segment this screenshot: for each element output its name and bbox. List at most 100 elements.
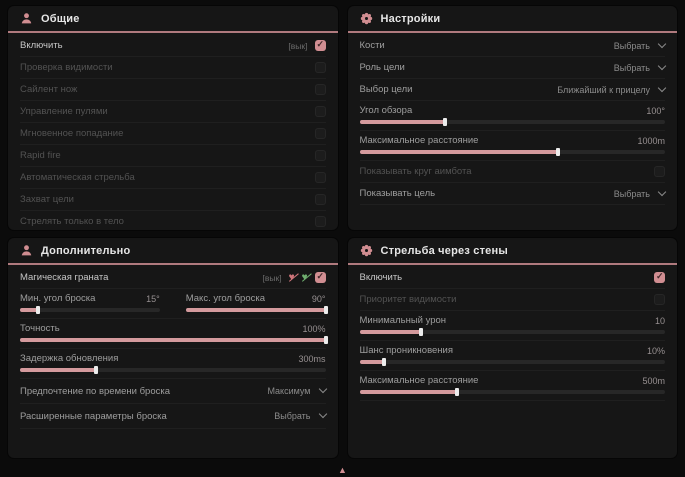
row-bullet-control: Управление пулями: [20, 101, 326, 123]
max-distance-slider[interactable]: [359, 148, 665, 156]
row-max-distance: Максимальное расстояние 1000m: [359, 131, 665, 161]
row-label: Управление пулями: [20, 106, 108, 117]
hotkey-state-label: [вык]: [262, 272, 282, 283]
slider-value: 15°: [146, 293, 160, 304]
gear-icon: [360, 244, 373, 257]
bullet-control-checkbox[interactable]: [314, 106, 326, 117]
row-instant-hit: Мгновенное попадание: [20, 123, 326, 145]
slider-handle[interactable]: [94, 366, 99, 374]
slider-handle[interactable]: [418, 328, 423, 336]
row-label: Включить: [20, 40, 63, 51]
row-label: Расширенные параметры броска: [20, 410, 167, 422]
row-label: Захват цели: [20, 194, 74, 205]
bones-select[interactable]: Выбрать: [613, 39, 667, 51]
auto-fire-checkbox[interactable]: [314, 172, 326, 183]
update-delay-slider[interactable]: [20, 366, 326, 374]
row-label: Приоритет видимости: [359, 294, 457, 305]
panel-wallbang-header: Стрельба через стены: [347, 238, 677, 265]
body-only-checkbox[interactable]: [314, 216, 326, 227]
max-throw-angle-slider[interactable]: [185, 306, 328, 314]
enable-checkbox[interactable]: [314, 39, 326, 51]
select-value: Ближайший к прицелу: [557, 84, 650, 95]
slider-label: Точность: [20, 323, 60, 334]
slider-label: Макс. угол броска: [185, 293, 266, 304]
slider-handle[interactable]: [556, 148, 561, 156]
wall-max-distance-slider[interactable]: [359, 388, 665, 396]
scroll-up-icon[interactable]: ▲: [338, 465, 347, 475]
target-lock-checkbox[interactable]: [314, 194, 326, 205]
slider-value: 90°: [311, 293, 326, 304]
panel-advanced-body: Магическая граната [вык] ♥ ♥ Мин. угол б…: [8, 265, 338, 435]
visibility-check-checkbox[interactable]: [314, 62, 326, 73]
row-target-choice: Выбор цели Ближайший к прицелу: [359, 79, 667, 101]
row-visibility-priority: Приоритет видимости: [359, 289, 665, 311]
visibility-priority-checkbox[interactable]: [654, 294, 665, 305]
min-damage-slider[interactable]: [359, 328, 665, 336]
panel-general-body: Включить [вык] Проверка видимости Сайлен…: [8, 33, 338, 230]
hotkey-state-label: [вык]: [288, 40, 308, 51]
row-wallbang-enable: Включить: [359, 267, 665, 289]
slider-label: Максимальное расстояние: [359, 375, 479, 386]
row-update-delay: Задержка обновления 300ms: [20, 349, 326, 379]
wallbang-enable-checkbox[interactable]: [654, 271, 665, 283]
row-body-only: Стрелять только в тело: [20, 211, 326, 230]
throw-time-preference-select[interactable]: Максимум: [267, 384, 327, 396]
chevron-down-icon: [657, 61, 667, 70]
panel-settings: Настройки Кости Выбрать Роль цели Выбрат…: [347, 6, 677, 230]
row-accuracy: Точность 100%: [20, 319, 328, 349]
row-wall-max-distance: Максимальное расстояние 500m: [359, 371, 665, 401]
advanced-throw-params-select[interactable]: Выбрать: [274, 409, 327, 421]
accuracy-slider[interactable]: [20, 336, 328, 344]
show-target-select[interactable]: Выбрать: [614, 187, 667, 199]
row-fov: Угол обзора 100°: [359, 101, 665, 131]
target-role-select[interactable]: Выбрать: [614, 61, 667, 73]
heart-crossed-pink-icon[interactable]: ♥: [288, 271, 295, 283]
row-magic-grenade: Магическая граната [вык] ♥ ♥: [20, 267, 326, 289]
slider-value: 10%: [646, 345, 665, 356]
panel-advanced: Дополнительно Магическая граната [вык] ♥…: [8, 238, 338, 458]
person-icon: [20, 12, 33, 25]
penetration-chance-slider[interactable]: [359, 358, 665, 366]
instant-hit-checkbox[interactable]: [314, 128, 326, 139]
chevron-down-icon: [657, 187, 667, 196]
panel-wallbang: Стрельба через стены Включить Приоритет …: [347, 238, 677, 458]
slider-handle[interactable]: [443, 118, 448, 126]
row-visibility-check: Проверка видимости: [20, 57, 326, 79]
row-auto-fire: Автоматическая стрельба: [20, 167, 326, 189]
row-label: Мгновенное попадание: [20, 128, 124, 139]
slider-label: Мин. угол броска: [20, 293, 96, 304]
chevron-down-icon: [318, 409, 327, 419]
gear-icon: [360, 12, 373, 25]
slider-value: 100°: [646, 105, 665, 116]
panel-title: Общие: [41, 12, 80, 25]
row-target-lock: Захват цели: [20, 189, 326, 211]
row-label: Роль цели: [359, 62, 405, 73]
select-value: Выбрать: [274, 411, 311, 421]
slider-handle[interactable]: [381, 358, 386, 366]
slider-handle[interactable]: [323, 336, 328, 344]
slider-handle[interactable]: [323, 306, 328, 314]
row-penetration-chance: Шанс проникновения 10%: [359, 341, 665, 371]
select-value: Выбрать: [613, 40, 650, 51]
rapid-fire-checkbox[interactable]: [314, 150, 326, 161]
row-label: Кости: [359, 40, 385, 51]
magic-grenade-checkbox[interactable]: [314, 271, 326, 283]
panel-title: Настройки: [380, 12, 441, 25]
show-aimbot-circle-checkbox[interactable]: [654, 166, 665, 177]
row-advanced-throw-params: Расширенные параметры броска Выбрать: [20, 404, 327, 429]
slider-handle[interactable]: [36, 306, 41, 314]
slider-label: Задержка обновления: [20, 353, 119, 364]
slider-handle[interactable]: [455, 388, 460, 396]
heart-crossed-green-icon[interactable]: ♥: [301, 271, 308, 283]
slider-value: 300ms: [298, 353, 326, 364]
target-choice-select[interactable]: Ближайший к прицелу: [557, 83, 667, 95]
fov-slider[interactable]: [359, 118, 665, 126]
slider-value: 500m: [642, 375, 665, 386]
row-label: Rapid fire: [20, 150, 61, 161]
panel-general-header: Общие: [8, 6, 338, 33]
silent-knife-checkbox[interactable]: [314, 84, 326, 95]
row-enable: Включить [вык]: [20, 35, 326, 57]
row-label: Предпочтение по времени броска: [20, 385, 170, 397]
slider-label: Шанс проникновения: [359, 345, 454, 356]
min-throw-angle-slider[interactable]: [20, 306, 160, 314]
